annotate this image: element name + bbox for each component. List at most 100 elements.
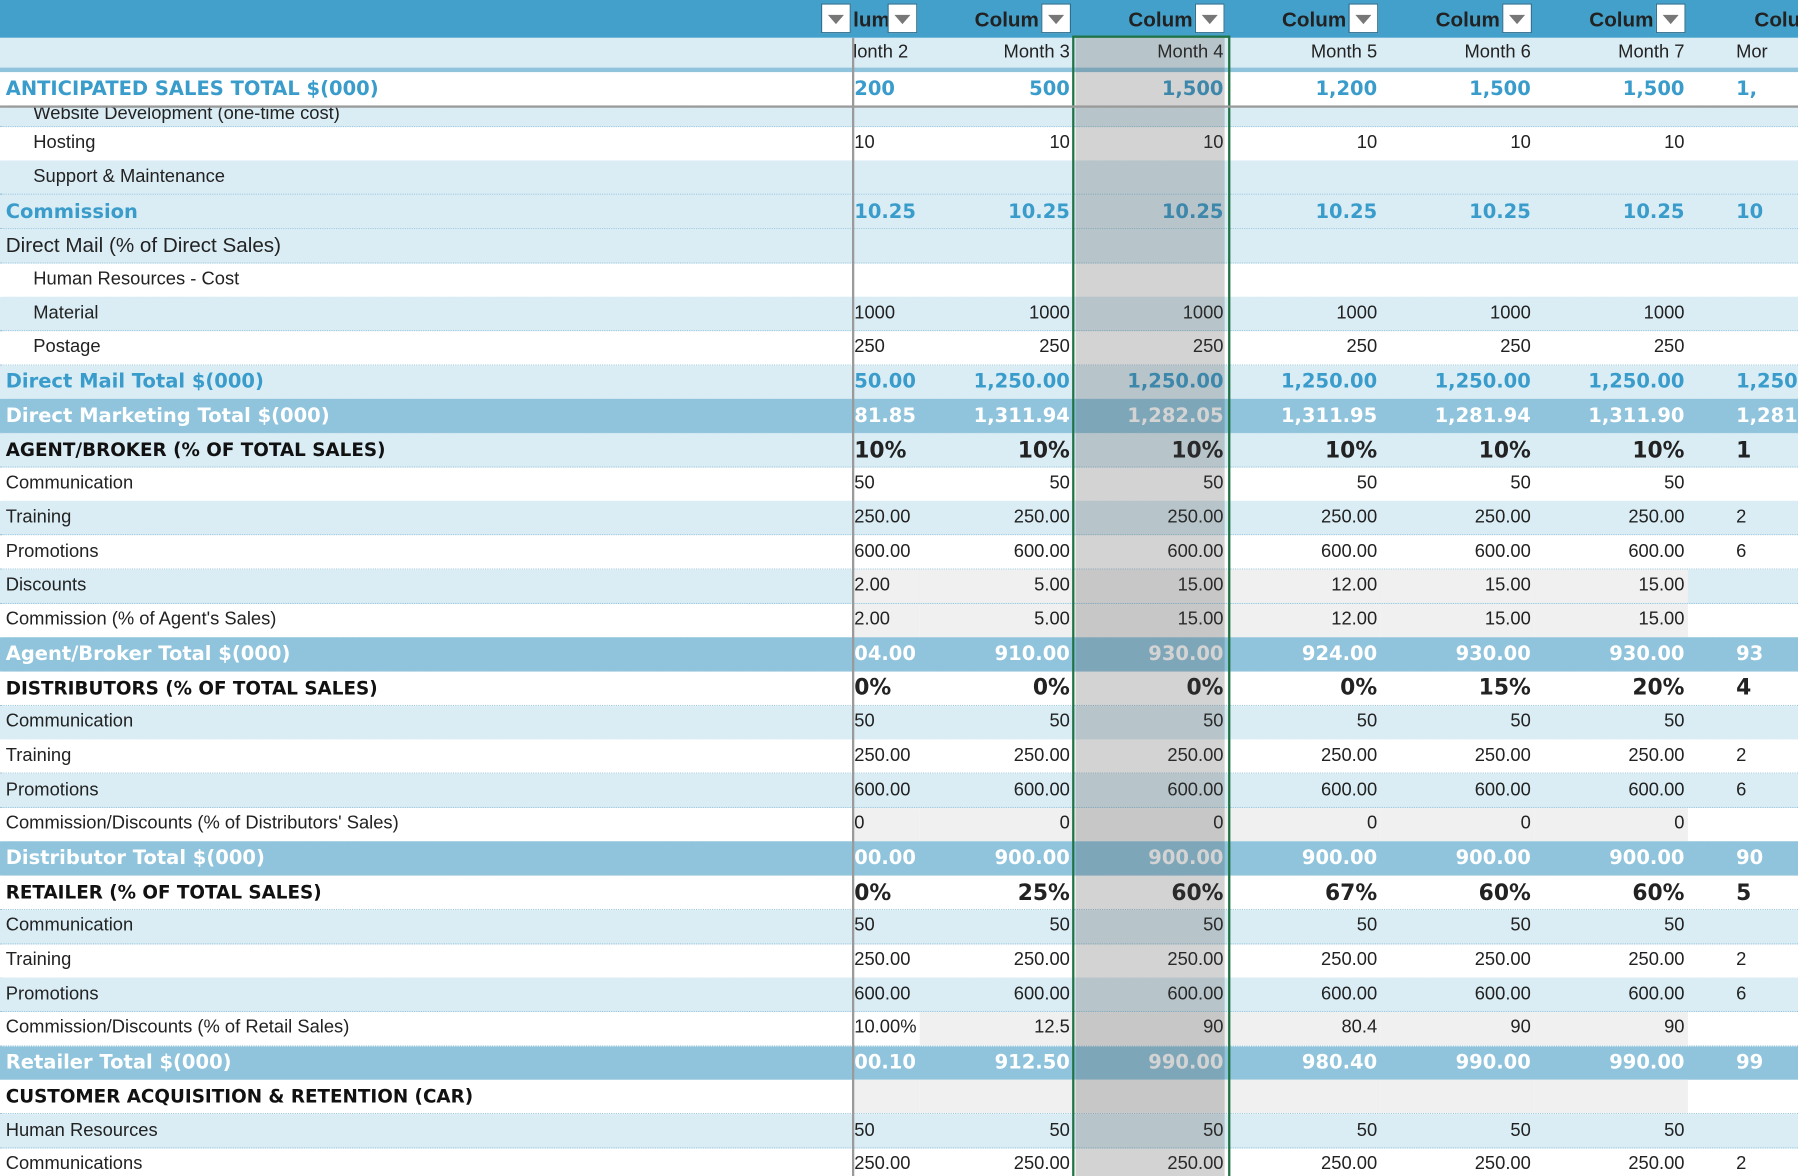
value-cell[interactable]: 10% [1017,437,1070,463]
value-cell[interactable]: 250.00 [854,950,911,970]
value-cell[interactable] [1381,229,1535,262]
value-cell[interactable]: 2.00 [853,603,920,637]
row-label[interactable]: Discounts [5,575,87,596]
value-cell[interactable]: 900.00 [994,846,1070,870]
value-cell[interactable] [1688,1012,1798,1045]
row-label[interactable]: Postage [33,337,101,357]
value-cell[interactable] [1381,263,1535,296]
value-cell[interactable] [1534,1080,1688,1114]
value-cell[interactable]: 2 [1736,745,1747,766]
value-cell[interactable]: 50 [854,473,875,494]
value-cell[interactable] [1688,297,1798,330]
value-cell[interactable]: 4 [1736,675,1752,701]
value-cell[interactable]: 250.00 [1321,507,1378,528]
value-cell[interactable] [1688,808,1798,841]
value-cell[interactable]: 20% [1632,675,1685,701]
month-header[interactable]: Month 5 [1310,42,1378,62]
value-cell[interactable]: 90 [1534,1011,1688,1046]
value-cell[interactable]: 67% [1325,879,1378,906]
value-cell[interactable]: 250.00 [1167,745,1224,766]
value-cell[interactable]: 6 [1736,541,1747,562]
value-cell[interactable]: 0 [1380,807,1535,841]
value-cell[interactable]: 10.25 [854,200,916,224]
value-cell[interactable]: 600.00 [1321,541,1378,562]
row-label[interactable]: Promotions [5,541,99,562]
value-cell[interactable]: 15.00 [1534,603,1688,637]
value-cell[interactable] [920,229,1074,262]
value-cell[interactable]: 0% [1032,675,1070,701]
value-cell[interactable] [1073,106,1227,125]
value-cell[interactable]: 60% [1171,879,1224,906]
value-cell[interactable]: 2 [1736,507,1747,528]
value-cell[interactable]: 1,311.95 [1280,404,1378,428]
value-cell[interactable] [1380,1080,1535,1114]
value-cell[interactable]: 250.00 [1167,507,1224,528]
value-cell[interactable]: 2 [1736,950,1747,970]
value-cell[interactable]: 600.00 [1474,541,1531,562]
value-cell[interactable]: 50 [1049,1120,1070,1140]
value-cell[interactable]: 600.00 [1013,541,1070,562]
row-label[interactable]: Commission/Discounts (% of Retail Sales) [5,1018,350,1038]
value-cell[interactable]: 250.00 [854,507,911,528]
value-cell[interactable]: 10.25 [1469,200,1531,224]
value-cell[interactable]: 50.00 [854,370,916,394]
filter-dropdown-icon[interactable] [1348,3,1379,34]
row-label[interactable]: CUSTOMER ACQUISITION & RETENTION (CAR) [5,1085,474,1108]
row-label[interactable]: Support & Maintenance [33,167,226,187]
value-cell[interactable]: 0 [1073,807,1227,841]
value-cell[interactable] [1688,106,1798,125]
value-cell[interactable]: 0 [919,807,1074,841]
value-cell[interactable]: 15.00 [1073,603,1227,637]
value-cell[interactable]: 50 [1664,711,1685,732]
value-cell[interactable]: 1,311.90 [1588,404,1685,428]
value-cell[interactable]: 15.00 [1073,569,1227,603]
value-cell[interactable]: 924.00 [1301,642,1378,666]
row-label[interactable]: RETAILER (% OF TOTAL SALES) [5,881,322,904]
value-cell[interactable]: 10% [854,437,907,463]
value-cell[interactable]: 99 [1736,1051,1764,1075]
value-cell[interactable]: 50 [1510,1120,1531,1140]
column-header[interactable]: Colum [1227,0,1381,38]
value-cell[interactable]: 00.00 [854,846,916,870]
value-cell[interactable]: 90 [1380,1011,1535,1046]
value-cell[interactable]: 250 [1346,337,1378,357]
value-cell[interactable]: 2.00 [853,569,920,603]
value-cell[interactable] [853,106,920,125]
value-cell[interactable]: 10.25 [1622,200,1685,224]
freeze-pane-divider[interactable] [851,37,855,1176]
value-cell[interactable]: 1,500 [1161,77,1224,101]
value-cell[interactable]: 10 [1736,200,1764,224]
value-cell[interactable] [920,161,1074,194]
value-cell[interactable]: 1 [1736,437,1752,463]
value-cell[interactable] [1227,106,1381,125]
value-cell[interactable]: 12.00 [1226,603,1381,637]
value-cell[interactable] [920,263,1074,296]
value-cell[interactable] [1227,229,1381,262]
row-label[interactable]: Direct Marketing Total $(000) [5,404,330,428]
value-cell[interactable]: 10% [1171,437,1224,463]
value-cell[interactable]: 10.25 [1315,200,1378,224]
row-label[interactable]: Training [5,950,72,970]
value-cell[interactable]: 1,281.94 [1434,404,1531,428]
value-cell[interactable]: 910.00 [994,642,1070,666]
value-cell[interactable]: 600.00 [1628,541,1685,562]
filter-dropdown-icon[interactable] [1655,3,1686,34]
value-cell[interactable]: 50 [1356,916,1378,936]
value-cell[interactable]: 0% [854,675,892,701]
value-cell[interactable]: 50 [1664,916,1685,936]
value-cell[interactable] [1688,1080,1798,1113]
value-cell[interactable]: 0 [853,807,920,841]
value-cell[interactable]: 600.00 [1628,984,1685,1004]
value-cell[interactable]: 10 [1356,133,1378,153]
value-cell[interactable] [1688,569,1798,602]
column-header[interactable]: Colum [1381,0,1535,38]
value-cell[interactable]: 1000 [854,303,896,323]
value-cell[interactable]: 250 [1653,337,1685,357]
value-cell[interactable]: 60% [1632,879,1685,906]
row-label[interactable]: Communication [5,473,134,494]
value-cell[interactable]: 50 [854,1120,875,1140]
value-cell[interactable]: 10 [1203,133,1224,153]
value-cell[interactable]: 50 [1510,711,1531,732]
value-cell[interactable]: 1,250.00 [1588,370,1685,394]
value-cell[interactable]: 600.00 [1628,779,1685,800]
